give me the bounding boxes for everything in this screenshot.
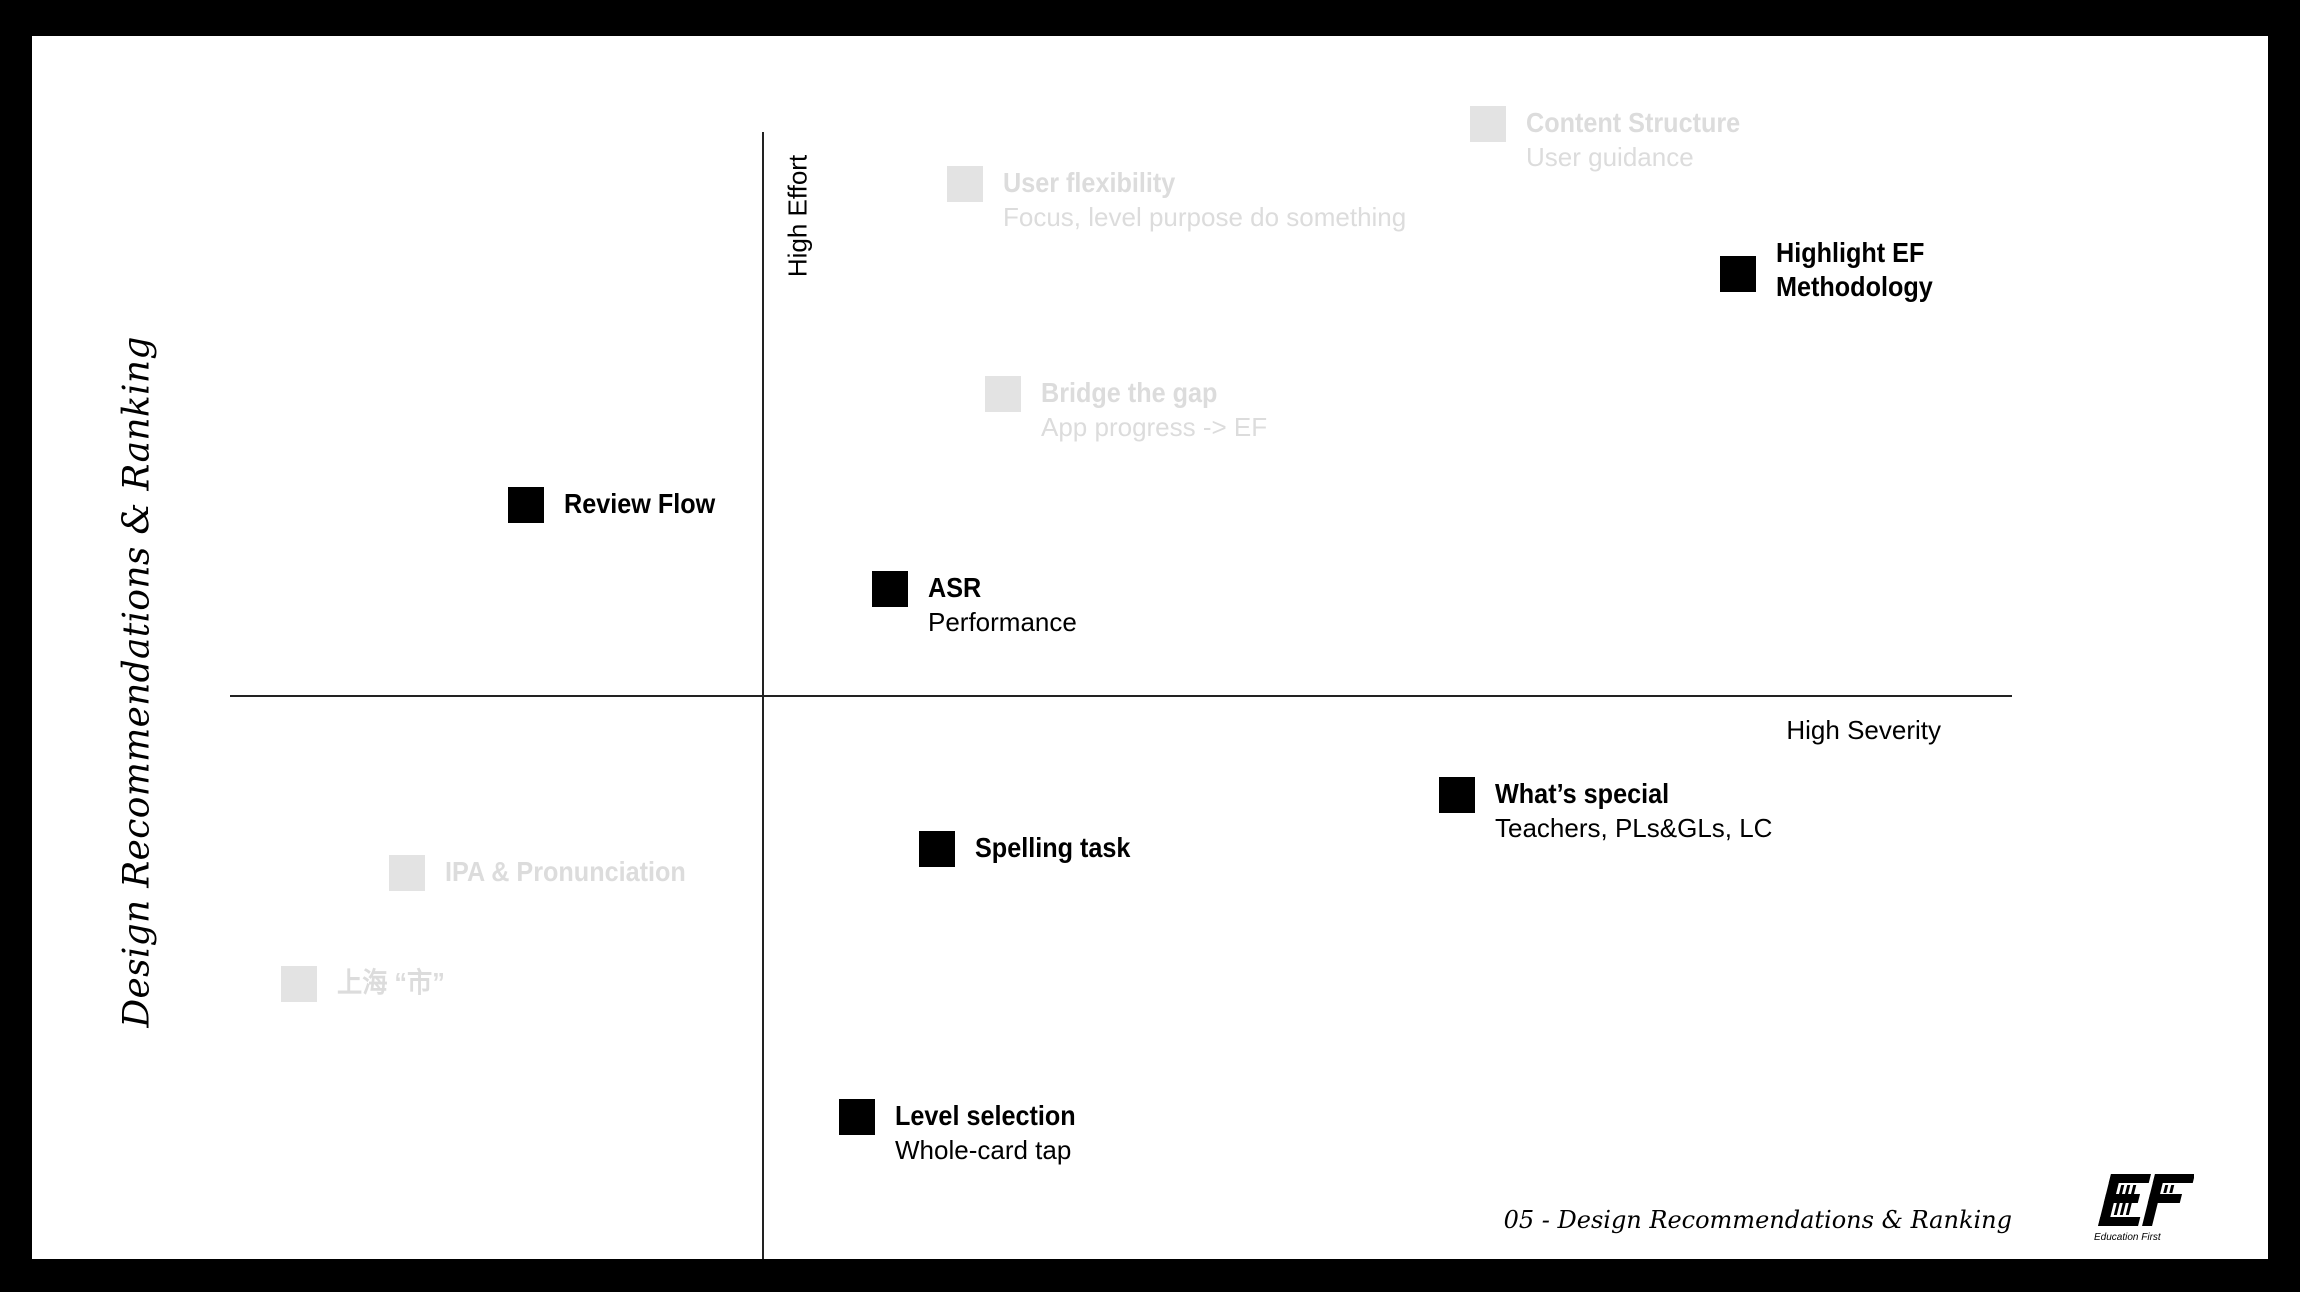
item-highlight-ef-methodology: Highlight EF Methodology [1720,236,1950,304]
item-title: IPA & Pronunciation [445,856,686,887]
item-title-line1: Highlight EF [1776,237,1925,268]
item-subtitle: Focus, level purpose do something [1003,202,1407,232]
item-bridge-the-gap: Bridge the gap App progress -> EF [985,376,1267,444]
footer-caption: 05 - Design Recommendations & Ranking [1503,1206,2012,1234]
item-title-line2: Methodology [1776,271,1933,302]
item-subtitle: Whole-card tap [895,1135,1072,1165]
item-title: Bridge the gap [1041,377,1218,408]
item-title: Spelling task [975,832,1131,863]
item-review-flow: Review Flow [508,487,732,523]
ef-logo-mark [2098,1172,2194,1227]
item-marker [947,166,983,202]
item-spelling-task: Spelling task [919,831,1148,867]
item-marker [281,966,317,1002]
item-title: 上海 “市” [337,967,445,998]
item-subtitle: Teachers, PLs&GLs, LC [1495,813,1773,843]
item-subtitle: User guidance [1526,142,1694,172]
item-shanghai: 上海 “市” [281,966,457,1002]
item-title: ASR [928,572,982,603]
slide-canvas: Design Recommendations & Ranking High Ef… [32,36,2268,1259]
item-title: User flexibility [1003,167,1176,198]
item-marker [1470,106,1506,142]
ef-logo: Education First [2094,1170,2194,1250]
item-title: Content Structure [1526,107,1741,138]
vertical-title: Design Recommendations & Ranking [116,336,158,1028]
item-marker [985,376,1021,412]
item-asr: ASR Performance [872,571,1077,639]
item-marker [872,571,908,607]
logo-caption: Education First [2094,1232,2161,1243]
item-level-selection: Level selection Whole-card tap [839,1099,1096,1167]
item-marker [508,487,544,523]
item-content-structure: Content Structure User guidance [1470,106,1764,174]
y-axis-label: High Effort [782,154,813,278]
item-title: Level selection [895,1100,1076,1131]
item-title: What’s special [1495,778,1670,809]
x-axis-line [230,695,2012,697]
item-subtitle: App progress -> EF [1041,412,1268,442]
item-marker [919,831,955,867]
item-user-flexibility: User flexibility Focus, level purpose do… [947,166,1406,234]
item-marker [1720,256,1756,292]
item-marker [1439,777,1475,813]
item-whats-special: What’s special Teachers, PLs&GLs, LC [1439,777,1772,845]
item-marker [839,1099,875,1135]
x-axis-label: High Severity [1786,715,1941,745]
item-title: Review Flow [564,488,716,519]
item-subtitle: Performance [928,607,1077,637]
item-ipa-pronunciation: IPA & Pronunciation [389,855,713,891]
item-marker [389,855,425,891]
